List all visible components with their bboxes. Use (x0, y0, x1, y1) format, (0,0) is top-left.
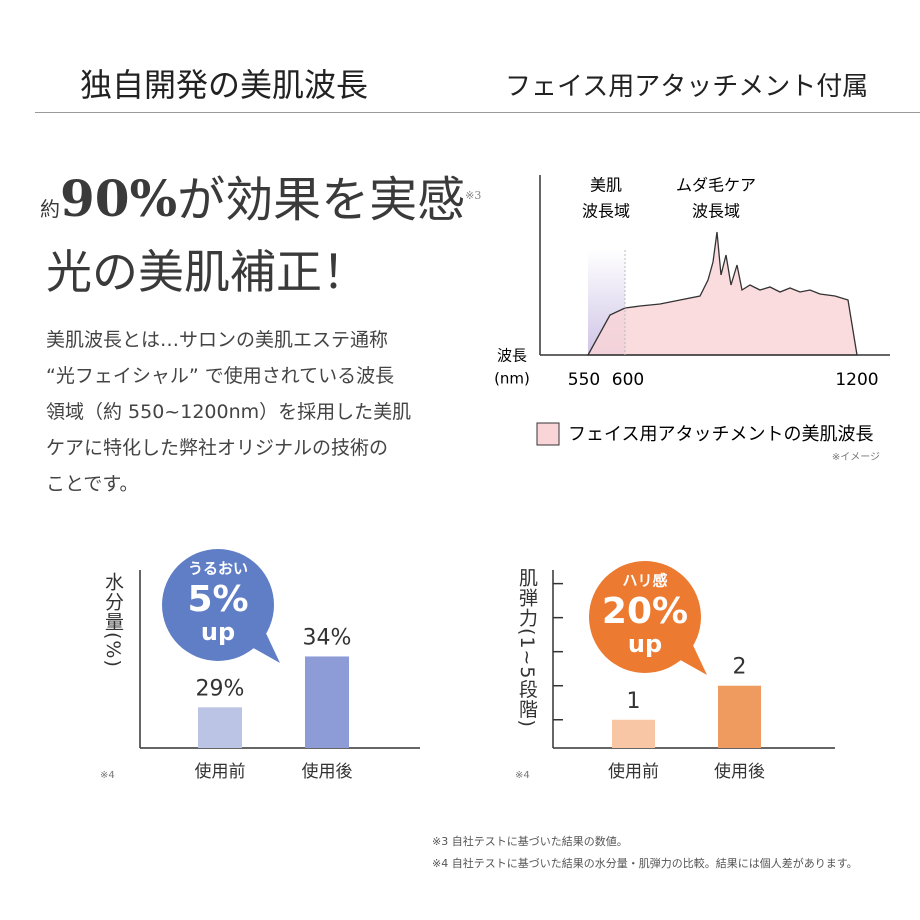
badge (162, 549, 274, 661)
body-line: 美肌波長とは…サロンの美肌エステ通称 (46, 329, 389, 351)
value-label: 34% (303, 625, 352, 650)
headline: 約90%が効果を実感※3 (40, 160, 481, 230)
band-label: 波長域 (582, 202, 630, 221)
big-number: 90% (60, 169, 178, 228)
body-line: ことです。 (46, 473, 139, 495)
body-line: “光フェイシャル” で使用されている波長 (46, 365, 395, 387)
bar (305, 656, 349, 748)
value-label: 1 (627, 689, 641, 714)
header-right: フェイス用アタッチメント付属 (505, 72, 869, 102)
x-tick-label: 使用前 (195, 761, 246, 782)
value-label: 2 (733, 655, 747, 680)
note: ※イメージ (832, 452, 880, 463)
badge-text: up (628, 630, 662, 658)
band-label: 波長域 (692, 202, 740, 221)
footnote: ※4 自社テストに基づいた結果の水分量・肌弾力の比較。結果には個人差があります。 (432, 856, 858, 870)
body: 美肌波長とは…サロンの美肌エステ通称 “光フェイシャル” で使用されている波長 領域… (46, 322, 411, 502)
axis-label: (nm) (494, 370, 530, 388)
legend-label: フェイス用アタッチメントの美肌波長 (568, 424, 873, 445)
footnote: ※3 自社テストに基づいた結果の数値。 (432, 834, 628, 848)
x-tick-label: 使用前 (608, 761, 659, 782)
badge-text: ハリ感 (622, 572, 667, 590)
band-label: ムダ毛ケア (676, 176, 756, 195)
body-line: ケアに特化した弊社オリジナルの技術の (46, 437, 389, 459)
headline-2: 光の美肌補正！ (46, 245, 368, 299)
band-label: 美肌 (590, 176, 622, 195)
bar (612, 719, 655, 748)
tick-label: 550 (568, 370, 600, 390)
prefix: 約 (40, 197, 60, 221)
y-axis-label: 水分量(%) (102, 572, 124, 668)
spectrum-curve (586, 231, 858, 356)
axis-label: 波長 (497, 347, 527, 365)
header-left: 独自開発の美肌波長 (80, 66, 369, 104)
headline-rest: が効果を実感 (177, 172, 466, 228)
header-rule (35, 112, 920, 113)
y-axis-label: 肌弾力(1~5段階) (516, 568, 538, 728)
note: ※4 (100, 770, 115, 781)
badge-text: 20% (602, 591, 688, 632)
badge-text: up (201, 618, 235, 646)
x-tick-label: 使用後 (302, 761, 353, 782)
note: ※3 (465, 189, 482, 202)
body-line: 領域（約 550~1200nm）を採用した美肌 (46, 401, 412, 423)
badge-text: 5% (187, 579, 248, 620)
badge-text: うるおい (188, 560, 248, 578)
note: ※4 (515, 770, 530, 781)
tick-label: 600 (612, 370, 644, 390)
value-label: 29% (196, 676, 245, 701)
badge (589, 561, 701, 673)
bar (718, 685, 761, 748)
legend-swatch (536, 422, 560, 446)
x-tick-label: 使用後 (714, 761, 765, 782)
tick-label: 1200 (835, 370, 878, 390)
bar (198, 707, 242, 748)
